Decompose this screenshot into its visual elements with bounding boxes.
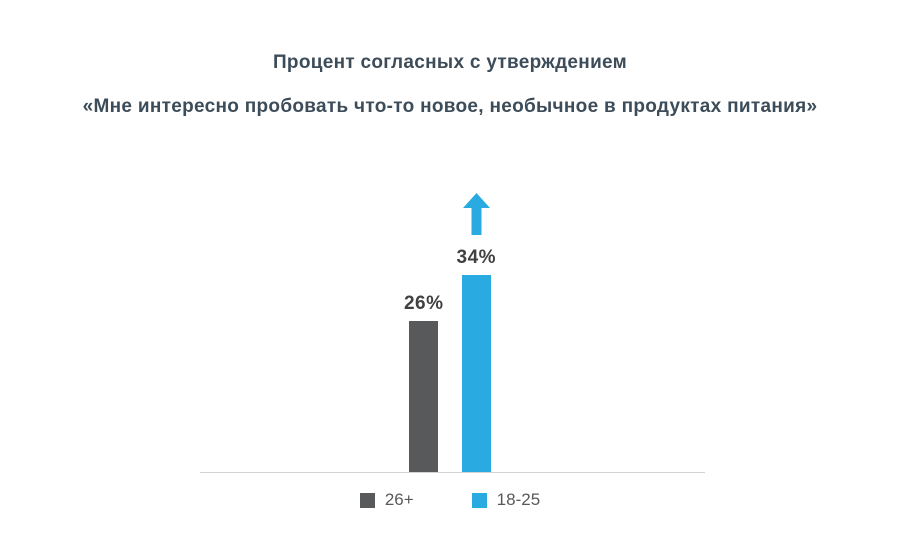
bar-chart: 26% 34% [0, 192, 900, 473]
legend: 26+ 18-25 [0, 490, 900, 510]
bar-18-25 [461, 275, 491, 472]
chart-title: Процент согласных с утверждением [272, 52, 628, 73]
bar-group-18-25: 34% [457, 193, 497, 472]
legend-item-18-25: 18-25 [471, 490, 541, 510]
bar-value-label-26plus: 26% [403, 293, 444, 314]
legend-swatch-18-25-icon [471, 492, 487, 508]
legend-label-26plus: 26+ [384, 490, 414, 509]
chart-subtitle: «Мне интересно пробовать что-то новое, н… [82, 96, 818, 117]
legend-label-18-25: 18-25 [496, 490, 541, 509]
up-arrow-icon [462, 193, 490, 235]
legend-item-26plus: 26+ [359, 490, 414, 510]
bar-group-26plus: 26% [404, 293, 444, 472]
bars-container: 26% 34% [0, 193, 900, 472]
bar-value-label-18-25: 34% [456, 247, 497, 268]
chart-slide: Процент согласных с утверждением «Мне ин… [0, 52, 900, 558]
bar-26plus [409, 321, 439, 472]
legend-swatch-26plus-icon [359, 492, 375, 508]
x-axis-line [200, 472, 705, 473]
